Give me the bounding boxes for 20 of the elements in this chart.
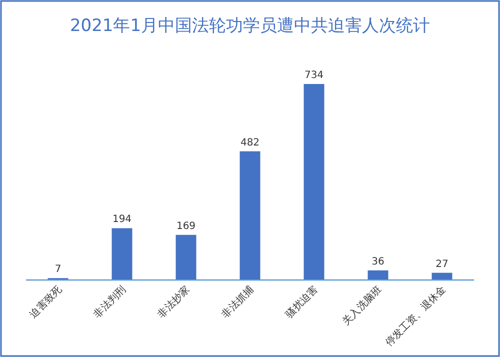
bar xyxy=(368,270,388,280)
data-label: 194 xyxy=(112,214,132,226)
x-tick-label: 非法抓捕 xyxy=(219,284,256,320)
data-label: 169 xyxy=(176,220,196,232)
bar xyxy=(240,151,260,280)
x-tick-label: 骚扰迫害 xyxy=(283,284,320,320)
bar xyxy=(304,84,324,280)
data-label: 734 xyxy=(304,70,324,81)
bar xyxy=(112,228,132,280)
x-tick-label: 迫害致死 xyxy=(27,284,64,320)
x-tick-label: 非法抄家 xyxy=(155,284,192,320)
x-tick-label: 停发工资、退休金 xyxy=(383,284,448,349)
data-label: 27 xyxy=(436,258,448,270)
chart-title: 2021年1月中国法轮功学员遭中共迫害人次统计 xyxy=(70,16,430,36)
x-tick-label: 关入洗脑班 xyxy=(340,284,384,328)
x-tick-label: 非法判刑 xyxy=(91,284,128,320)
data-label: 482 xyxy=(240,137,260,148)
bar xyxy=(176,234,196,280)
data-label: 7 xyxy=(54,264,62,276)
data-label: 36 xyxy=(372,256,384,268)
